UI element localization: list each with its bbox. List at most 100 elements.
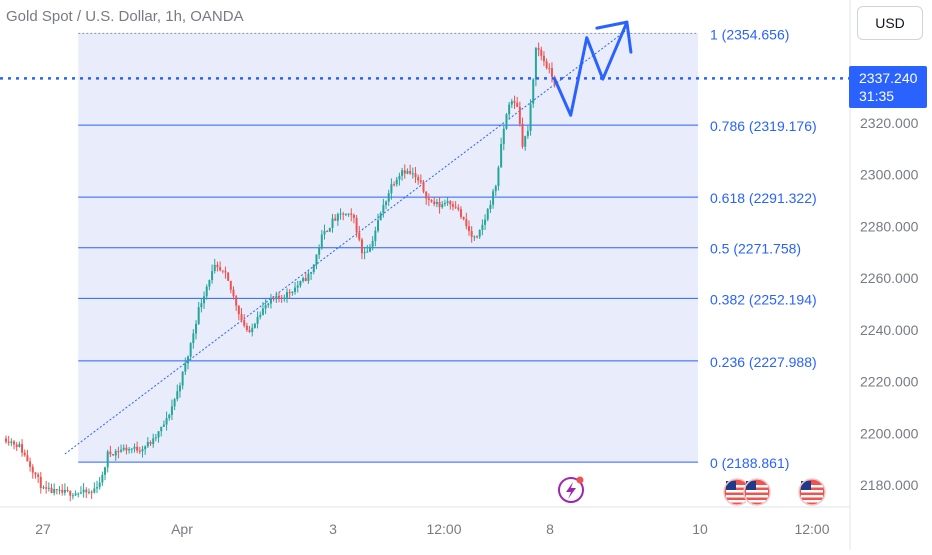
candle-body [377, 220, 380, 231]
candle-body [61, 489, 64, 493]
candle-body [510, 101, 513, 105]
candle-body [256, 316, 259, 324]
candle-body [368, 246, 371, 252]
chart-title: Gold Spot / U.S. Dollar, 1h, OANDA [6, 8, 244, 25]
candle-body [189, 343, 192, 357]
candle-body [208, 280, 211, 287]
fib-level-label: 0.382 (2252.194) [710, 291, 817, 307]
candle-body [548, 67, 551, 69]
candle-body [69, 490, 72, 496]
candle-body [146, 441, 149, 447]
candle-body [435, 201, 438, 205]
candle-body [15, 444, 18, 447]
x-tick-label: 27 [35, 521, 51, 537]
candle-body [154, 437, 157, 439]
candle-body [360, 239, 363, 254]
candle-body [90, 491, 93, 493]
candle-body [478, 229, 481, 237]
candle-body [417, 177, 420, 181]
candle-body [526, 130, 529, 137]
candle-body [532, 79, 535, 104]
bar-countdown: 31:35 [859, 88, 895, 104]
candle-body [451, 204, 454, 207]
candle-body [13, 441, 16, 445]
candle-body [160, 426, 163, 432]
candle-body [409, 170, 412, 174]
candle-body [286, 292, 289, 298]
candle-body [168, 414, 171, 419]
candle-body [398, 175, 401, 180]
candle-body [438, 201, 441, 208]
candle-body [540, 49, 543, 56]
candle-body [63, 489, 66, 493]
candle-body [45, 487, 48, 489]
candle-body [219, 267, 222, 271]
candle-body [500, 144, 503, 168]
us-flag-event-icon [743, 478, 771, 506]
candle-body [144, 446, 147, 450]
us-flag-event-icon [798, 478, 826, 506]
candle-body [310, 271, 313, 274]
candle-body [7, 441, 10, 443]
candle-body [524, 136, 527, 147]
candle-body [261, 308, 264, 315]
fib-level-label: 0.5 (2271.758) [710, 241, 801, 257]
candle-body [342, 213, 345, 215]
candle-body [23, 452, 26, 456]
candle-body [393, 184, 396, 186]
candle-body [542, 55, 545, 62]
candle-body [422, 182, 425, 192]
candle-body [299, 281, 302, 286]
candle-body [82, 489, 85, 493]
candle-body [106, 451, 109, 468]
candle-body [288, 292, 291, 294]
candle-body [318, 247, 321, 255]
candle-body [489, 204, 492, 210]
candle-body [459, 209, 462, 217]
candle-body [347, 213, 350, 215]
candle-body [37, 474, 40, 477]
candle-body [302, 278, 305, 282]
x-tick-label: 10 [692, 521, 708, 537]
fib-level-label: 1 (2354.656) [710, 26, 789, 42]
candle-body [358, 232, 361, 240]
candle-body [411, 173, 414, 175]
x-tick-label: 12:00 [794, 521, 829, 537]
candle-body [550, 68, 553, 77]
candle-body [221, 270, 224, 272]
fib-level-label: 0.618 (2291.322) [710, 190, 817, 206]
candle-body [406, 170, 409, 174]
candle-body [10, 441, 13, 443]
candle-body [304, 278, 307, 281]
candle-body [133, 446, 136, 449]
candle-body [232, 289, 235, 297]
candle-body [178, 385, 181, 392]
candle-body [363, 252, 366, 254]
y-tick-label: 2260.000 [860, 270, 919, 286]
candle-body [534, 48, 537, 80]
currency-button[interactable]: USD [857, 6, 923, 40]
candle-body [259, 314, 262, 317]
candle-body [441, 204, 444, 208]
candle-body [74, 493, 77, 496]
candle-body [315, 254, 318, 265]
candle-body [502, 128, 505, 145]
fib-level-label: 0.786 (2319.176) [710, 118, 817, 134]
candle-body [470, 231, 473, 237]
candle-body [42, 487, 45, 489]
x-tick-label: 8 [546, 521, 554, 537]
candle-body [468, 226, 471, 232]
candle-body [31, 466, 34, 473]
candle-body [66, 489, 69, 491]
candle-body [366, 251, 369, 253]
candle-body [371, 241, 374, 247]
fib-level-label: 0 (2188.861) [710, 455, 789, 471]
candle-body [476, 236, 479, 238]
candle-body [130, 448, 133, 450]
candle-body [277, 295, 280, 298]
candle-body [462, 216, 465, 220]
candle-body [243, 320, 246, 326]
candle-body [513, 101, 516, 103]
